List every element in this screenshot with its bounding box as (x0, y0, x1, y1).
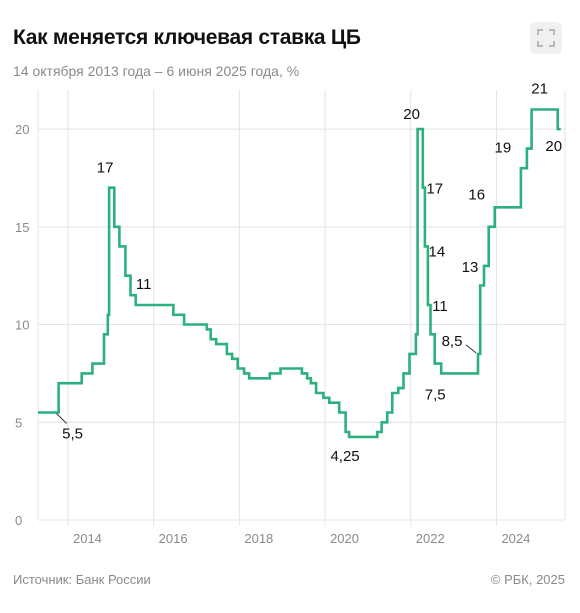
fullscreen-button[interactable] (530, 22, 562, 54)
y-tick-label: 5 (15, 415, 22, 430)
data-label: 8,5 (442, 333, 463, 350)
x-tick-label: 2014 (73, 531, 102, 546)
data-label: 20 (545, 138, 562, 155)
chart-title: Как меняется ключевая ставка ЦБ (13, 26, 361, 49)
x-tick-label: 2024 (501, 531, 530, 546)
x-tick-label: 2016 (159, 531, 188, 546)
data-label: 14 (429, 243, 446, 260)
data-label: 19 (495, 140, 512, 157)
x-tick-label: 2018 (244, 531, 273, 546)
data-label: 13 (462, 259, 479, 276)
data-labels: 5,5 17 11 4,25 20 17 14 11 7,5 8,5 13 16 19 21 20 (56, 81, 562, 465)
x-axis: 2014 2016 2018 2020 2022 2024 (67, 520, 530, 546)
label-leader-line (56, 413, 67, 424)
data-label: 16 (468, 186, 485, 203)
data-label: 20 (403, 106, 420, 123)
key-rate-line (38, 108, 561, 439)
y-axis: 0 5 10 15 20 (15, 122, 29, 528)
y-tick-label: 10 (15, 318, 29, 333)
data-label: 11 (432, 298, 448, 315)
x-tick-label: 2020 (330, 531, 359, 546)
y-tick-label: 20 (15, 122, 29, 137)
label-leader-line (465, 344, 477, 354)
data-label: 21 (531, 81, 548, 98)
chart-subtitle: 14 октября 2013 года – 6 июня 2025 года,… (13, 63, 300, 79)
data-label: 7,5 (425, 386, 446, 403)
chart-grid (37, 90, 566, 521)
copyright-note: © РБК, 2025 (490, 572, 565, 587)
data-label: 4,25 (330, 448, 359, 465)
y-tick-label: 0 (15, 513, 22, 528)
fullscreen-icon (537, 29, 555, 47)
data-label: 11 (136, 276, 152, 293)
data-label: 5,5 (62, 426, 83, 443)
data-label: 17 (97, 160, 114, 177)
data-label: 17 (426, 181, 443, 198)
x-tick-label: 2022 (416, 531, 445, 546)
source-note: Источник: Банк России (13, 572, 151, 587)
y-tick-label: 15 (15, 220, 29, 235)
